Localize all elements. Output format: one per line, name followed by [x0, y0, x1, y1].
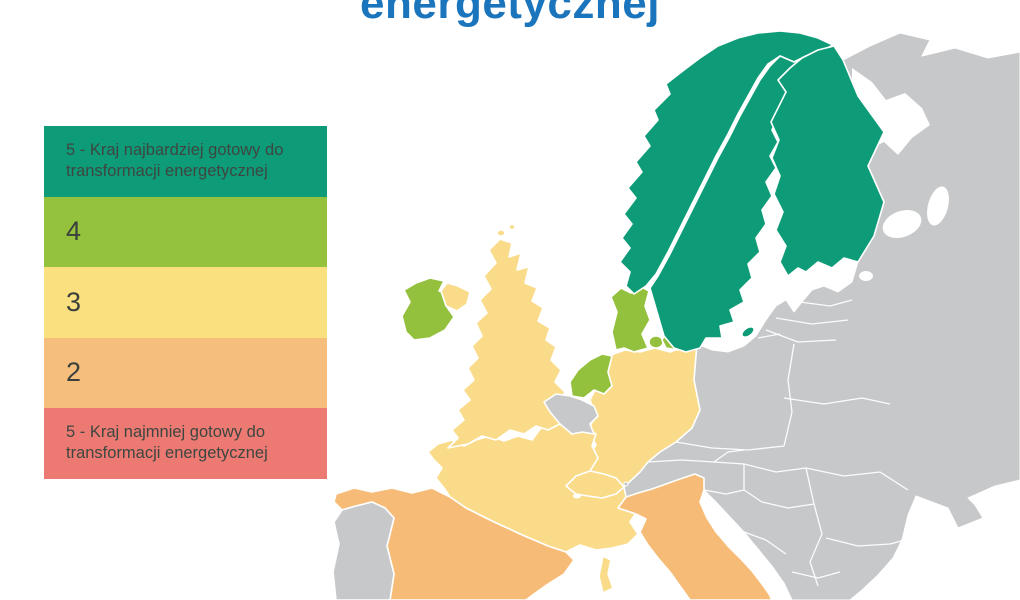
- legend-label-2: 2: [66, 357, 82, 388]
- country-corsica: [598, 555, 614, 594]
- legend-label-best: 5 - Kraj najbardziej gotowy do transform…: [66, 140, 284, 181]
- legend-item-rating-2: 2: [44, 337, 327, 408]
- country-switzerland: [565, 470, 625, 499]
- country-northern-ireland: [440, 282, 471, 312]
- country-portugal: [332, 501, 395, 600]
- country-norway: [619, 30, 834, 295]
- country-uk-shetland: [508, 223, 516, 231]
- legend: 5 - Kraj najbardziej gotowy do transform…: [44, 126, 327, 479]
- lake-peipus: [859, 271, 873, 281]
- page-title: energetycznej: [360, 0, 660, 28]
- legend-label-worst: 5 - Kraj najmniej gotowy do transformacj…: [66, 422, 268, 463]
- country-denmark-funen: [648, 335, 664, 349]
- country-denmark: [610, 285, 651, 353]
- country-italy: [617, 473, 773, 600]
- legend-item-rating-5-best: 5 - Kraj najbardziej gotowy do transform…: [44, 126, 327, 197]
- legend-label-4: 4: [66, 216, 82, 247]
- legend-label-3: 3: [66, 286, 82, 317]
- legend-item-rating-1-worst: 5 - Kraj najmniej gotowy do transformacj…: [44, 408, 327, 479]
- country-finland: [770, 45, 885, 277]
- country-sweden: [649, 55, 813, 353]
- country-belgium: [543, 393, 599, 435]
- country-liechtenstein: [623, 481, 629, 487]
- country-united-kingdom: [447, 238, 569, 449]
- internal-borders: [647, 299, 913, 587]
- country-uk-orkney: [496, 229, 506, 237]
- lake-onega: [927, 186, 949, 226]
- legend-item-rating-4: 4: [44, 196, 327, 267]
- country-netherlands: [569, 353, 613, 399]
- lake-geneva: [573, 493, 581, 499]
- lake-ladoga: [882, 209, 922, 239]
- country-sweden-gotland: [741, 326, 755, 338]
- legend-item-rating-3: 3: [44, 267, 327, 338]
